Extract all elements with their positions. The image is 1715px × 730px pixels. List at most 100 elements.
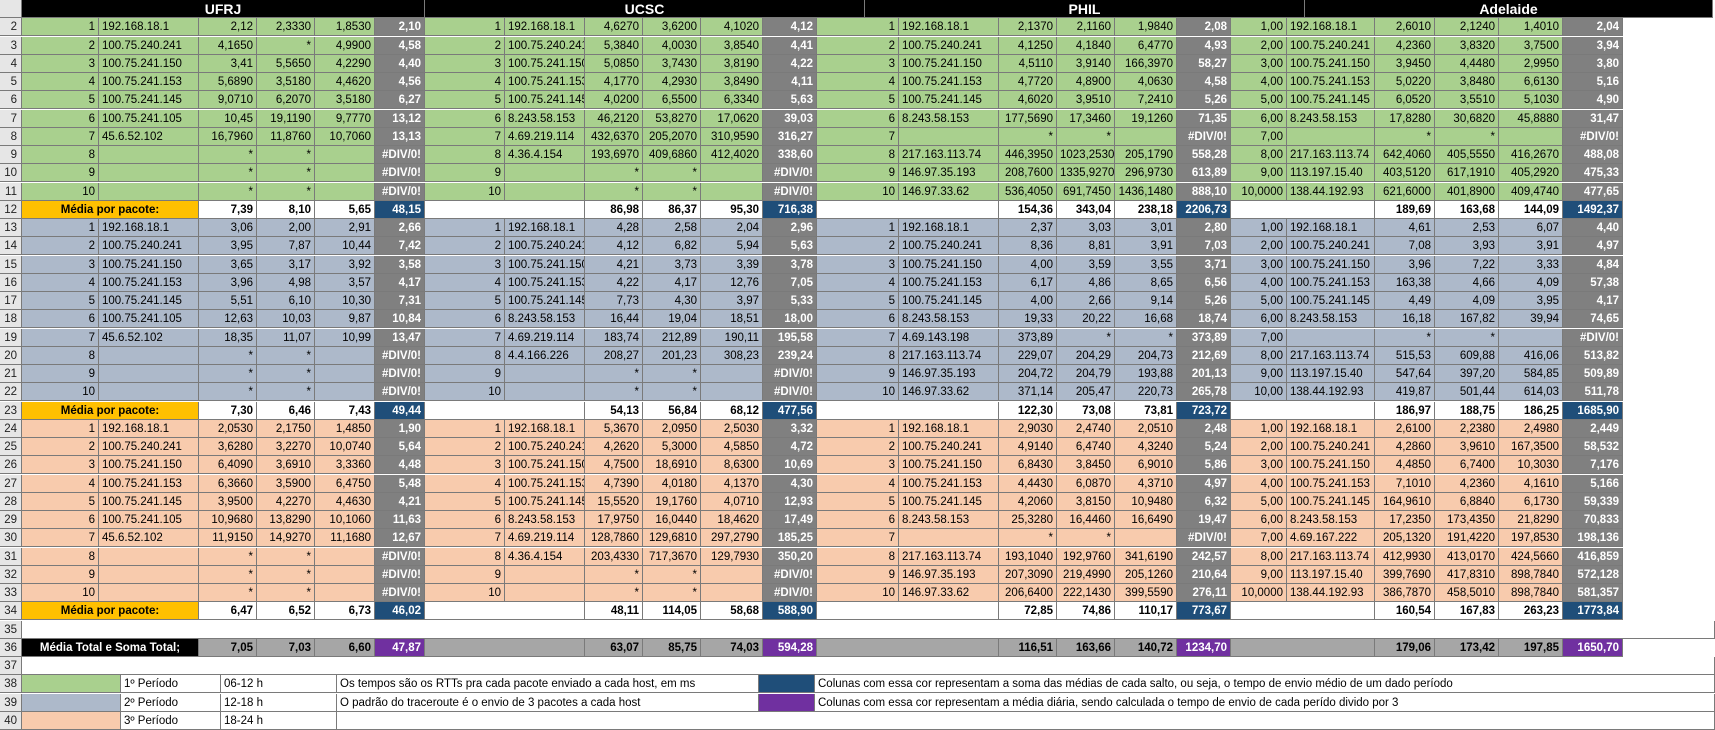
row-number[interactable]: 23 [0, 401, 22, 420]
hop-average[interactable]: 71,35 [1177, 109, 1231, 128]
hop-average[interactable]: 572,128 [1563, 565, 1623, 584]
media-rtt-1[interactable]: 160,54 [1375, 602, 1435, 621]
row-number[interactable]: 13 [0, 219, 22, 237]
rtt-2[interactable]: 3,2270 [257, 438, 315, 456]
rtt-2[interactable]: 3,5900 [257, 474, 315, 493]
hop-average[interactable]: 70,833 [1563, 511, 1623, 529]
rtt-3[interactable]: 416,2670 [1499, 146, 1563, 164]
rtt-1[interactable]: 8,36 [999, 237, 1057, 256]
hop-index[interactable]: 7,00 [1231, 529, 1287, 548]
hop-index[interactable]: 2 [425, 438, 505, 456]
rtt-2[interactable]: 609,88 [1435, 346, 1499, 365]
rtt-1[interactable]: 4,7500 [585, 456, 643, 475]
hop-index[interactable]: 7 [817, 127, 899, 146]
row-number[interactable]: 17 [0, 292, 22, 310]
hop-index[interactable]: 10 [22, 182, 99, 201]
rtt-1[interactable]: * [199, 164, 257, 183]
hop-average[interactable]: 198,136 [1563, 529, 1623, 548]
rtt-3[interactable]: 39,94 [1499, 310, 1563, 329]
hop-average[interactable]: 212,69 [1177, 346, 1231, 365]
hop-index[interactable]: 3 [425, 456, 505, 475]
media-rtt-2[interactable]: 188,75 [1435, 401, 1499, 420]
hop-index[interactable]: 4 [817, 73, 899, 91]
rtt-1[interactable]: 16,44 [585, 310, 643, 329]
rtt-2[interactable]: * [257, 346, 315, 365]
hop-ip[interactable]: 100.75.241.150 [899, 456, 999, 475]
rtt-3[interactable]: 3,92 [315, 255, 375, 274]
rtt-1[interactable]: 386,7870 [1375, 584, 1435, 602]
media-label[interactable]: Média por pacote: [22, 401, 199, 420]
rtt-1[interactable]: 17,2350 [1375, 511, 1435, 529]
row-number[interactable]: 38 [0, 675, 22, 694]
rtt-1[interactable]: 208,7600 [999, 164, 1057, 183]
rtt-1[interactable]: 203,4330 [585, 547, 643, 566]
hop-ip[interactable]: 100.75.241.145 [899, 492, 999, 511]
hop-ip[interactable]: 4.69.167.222 [1287, 529, 1375, 548]
rtt-3[interactable]: 9,14 [1115, 292, 1177, 310]
rtt-2[interactable]: 1023,2530 [1057, 146, 1115, 164]
hop-average[interactable]: 195,58 [763, 328, 817, 347]
rtt-2[interactable]: 2,2380 [1435, 419, 1499, 438]
hop-ip[interactable]: 100.75.241.153 [505, 73, 585, 91]
rtt-2[interactable]: * [1435, 328, 1499, 347]
hop-average[interactable]: 4,11 [763, 73, 817, 91]
hop-ip[interactable]: 100.75.241.145 [99, 492, 199, 511]
media-rtt-3[interactable]: 238,18 [1115, 200, 1177, 219]
media-rtt-1[interactable]: 154,36 [999, 200, 1057, 219]
rtt-2[interactable]: * [1057, 328, 1115, 347]
rtt-1[interactable]: * [199, 365, 257, 383]
rtt-3[interactable]: 341,6190 [1115, 547, 1177, 566]
hop-index[interactable]: 5 [22, 292, 99, 310]
hop-index[interactable]: 8 [425, 346, 505, 365]
rtt-3[interactable]: 4,1610 [1499, 474, 1563, 493]
rtt-2[interactable]: 14,9270 [257, 529, 315, 548]
note-traceroute[interactable]: O padrão do traceroute é o envio de 3 pa… [337, 693, 759, 712]
rtt-1[interactable]: 3,96 [1375, 255, 1435, 274]
rtt-3[interactable]: 11,1680 [315, 529, 375, 548]
empty-cell[interactable] [1231, 602, 1375, 621]
hop-average[interactable]: 239,24 [763, 346, 817, 365]
rtt-2[interactable]: * [643, 584, 701, 602]
hop-index[interactable]: 3 [817, 255, 899, 274]
site-header[interactable]: UFRJ [22, 0, 425, 18]
media-rtt-3[interactable]: 7,43 [315, 401, 375, 420]
rtt-3[interactable]: 204,73 [1115, 346, 1177, 365]
row-number[interactable]: 15 [0, 255, 22, 274]
rtt-2[interactable]: 413,0170 [1435, 547, 1499, 566]
hop-ip[interactable]: 100.75.241.153 [99, 73, 199, 91]
rtt-1[interactable]: 2,12 [199, 18, 257, 37]
rtt-3[interactable]: 2,0510 [1115, 419, 1177, 438]
hop-index[interactable]: 9 [817, 565, 899, 584]
hop-average[interactable]: 5,166 [1563, 474, 1623, 493]
total-rtt-2[interactable]: 173,42 [1435, 638, 1499, 657]
rtt-1[interactable]: * [199, 346, 257, 365]
hop-ip[interactable]: 4.4.166.226 [505, 346, 585, 365]
total-rtt-2[interactable]: 163,66 [1057, 638, 1115, 657]
rtt-2[interactable]: 3,5510 [1435, 91, 1499, 110]
rtt-3[interactable]: 167,3500 [1499, 438, 1563, 456]
row-number[interactable] [0, 0, 22, 18]
hop-index[interactable]: 5,00 [1231, 91, 1287, 110]
row-number[interactable]: 2 [0, 18, 22, 37]
rtt-2[interactable]: 204,29 [1057, 346, 1115, 365]
rtt-3[interactable] [701, 182, 763, 201]
hop-average[interactable]: 18,74 [1177, 310, 1231, 329]
hop-average[interactable]: 3,58 [375, 255, 425, 274]
media-rtt-3[interactable]: 186,25 [1499, 401, 1563, 420]
hop-ip[interactable]: 100.75.241.145 [505, 492, 585, 511]
rtt-1[interactable]: 16,18 [1375, 310, 1435, 329]
rtt-1[interactable]: 2,1370 [999, 18, 1057, 37]
rtt-3[interactable]: 409,4740 [1499, 182, 1563, 201]
hop-average[interactable]: 13,12 [375, 109, 425, 128]
media-rtt-3[interactable]: 263,23 [1499, 602, 1563, 621]
rtt-3[interactable]: 4,1370 [701, 474, 763, 493]
rtt-1[interactable]: 4,7390 [585, 474, 643, 493]
hop-index[interactable]: 7 [22, 127, 99, 146]
media-rtt-2[interactable]: 56,84 [643, 401, 701, 420]
hop-ip[interactable]: 100.75.241.150 [99, 54, 199, 73]
hop-ip[interactable]: 192.168.18.1 [899, 219, 999, 237]
hop-index[interactable]: 9 [817, 365, 899, 383]
rtt-3[interactable]: 1,4010 [1499, 18, 1563, 37]
hop-ip[interactable]: 100.75.241.153 [99, 273, 199, 292]
rtt-3[interactable]: 6,3340 [701, 91, 763, 110]
